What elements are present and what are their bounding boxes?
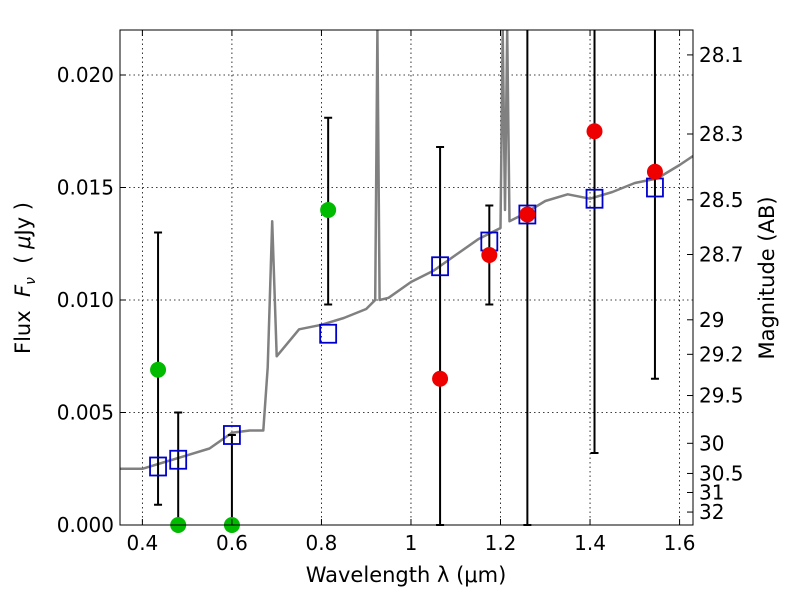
model-photometry-square (431, 256, 449, 277)
y2-tick-label: 28.7 (699, 242, 744, 266)
y2-tick-label: 32 (699, 500, 724, 524)
x-tick-label: 0.4 (126, 531, 158, 555)
y-tick-label: 0.000 (57, 513, 114, 537)
y2-axis-label: Magnitude (AB) (755, 196, 779, 359)
x-tick-label: 0.8 (306, 531, 338, 555)
y2-tick-label: 28.3 (699, 122, 744, 146)
grid (120, 30, 693, 526)
plot-frame (119, 29, 694, 526)
x-tick-label: 1.4 (574, 531, 606, 555)
x-axis-label: Wavelength λ (μm) (306, 563, 507, 587)
model-photometry-square (585, 188, 604, 209)
y2-tick-label: 29 (699, 308, 724, 332)
y-tick-label: 0.015 (57, 176, 114, 200)
x-tick-label: 0.6 (216, 531, 248, 555)
green-data-point (320, 202, 337, 218)
green-data-point (150, 361, 167, 378)
ticks: 0.4 0.6 0.8 1 1.2 1.4 1.6 0.000 0.005 0.010 0.015 0… (57, 30, 744, 555)
x-tick-label: 1 (405, 531, 418, 555)
model-photometry-square (223, 425, 241, 445)
red-data-point (586, 123, 603, 140)
y2-tick-label: 28.5 (699, 188, 744, 212)
model-photometry-square (149, 456, 167, 477)
red-data-point (481, 247, 498, 263)
errorbar-layer (149, 30, 664, 533)
plot-background (120, 30, 693, 525)
y-tick-label: 0.020 (57, 63, 114, 87)
y2-tick-label: 31 (699, 480, 724, 504)
red-data-point (646, 163, 663, 180)
y2-tick-label: 30 (699, 431, 724, 455)
y2-tick-label: 30.5 (699, 461, 744, 485)
y2-tick-label: 29.5 (699, 384, 744, 408)
red-data-point (519, 206, 536, 223)
model-photometry-square (319, 323, 338, 344)
y-tick-label: 0.005 (57, 401, 114, 425)
y2-tick-label: 29.2 (699, 342, 744, 366)
y-tick-label: 0.010 (57, 288, 114, 312)
y-axis-label: Flux Fν ( μJy ) (11, 202, 39, 354)
x-tick-label: 1.2 (485, 531, 517, 555)
model-photometry-square (169, 449, 188, 470)
x-tick-label: 1.6 (664, 531, 696, 555)
data-layer (120, 30, 693, 471)
y2-tick-label: 28.1 (699, 43, 744, 67)
red-data-point (432, 370, 449, 387)
sed-model-line (120, 30, 693, 471)
